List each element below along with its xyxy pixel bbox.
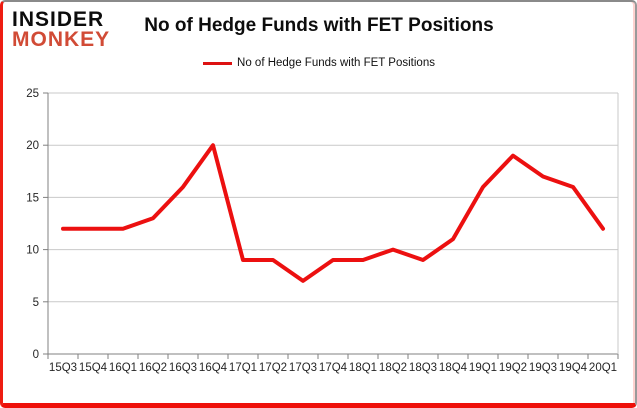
- x-axis-label: 16Q3: [169, 362, 197, 374]
- x-axis-label: 17Q2: [259, 362, 287, 374]
- logo-line-insider: INSIDER: [12, 8, 105, 31]
- x-axis-label: 18Q1: [349, 362, 377, 374]
- insider-monkey-logo: INSIDER MONKEY: [12, 9, 110, 50]
- x-axis-label: 17Q3: [289, 362, 317, 374]
- y-axis-label: 10: [26, 245, 39, 257]
- x-axis-label: 18Q3: [409, 362, 437, 374]
- chart-title: No of Hedge Funds with FET Positions: [144, 15, 494, 36]
- logo-line-monkey: MONKEY: [12, 28, 111, 51]
- y-axis-label: 0: [33, 349, 39, 361]
- y-axis-label: 20: [26, 140, 39, 152]
- x-axis-label: 17Q4: [319, 362, 348, 374]
- x-axis-label: 19Q2: [499, 362, 527, 374]
- x-axis-label: 16Q4: [199, 362, 228, 374]
- y-axis-label: 25: [26, 88, 39, 100]
- y-axis-label: 5: [33, 297, 39, 309]
- x-axis-label: 19Q1: [469, 362, 497, 374]
- x-axis-label: 15Q3: [49, 362, 77, 374]
- x-axis-label: 17Q1: [229, 362, 257, 374]
- x-axis-label: 16Q1: [109, 362, 137, 374]
- series-line: [61, 143, 605, 283]
- x-axis-label: 15Q4: [79, 362, 108, 374]
- x-axis-label: 19Q3: [529, 362, 557, 374]
- legend-label: No of Hedge Funds with FET Positions: [237, 57, 435, 69]
- y-axis-label: 15: [26, 192, 39, 204]
- x-axis-label: 16Q2: [139, 362, 167, 374]
- x-axis-label: 20Q1: [589, 362, 617, 374]
- x-axis-label: 18Q2: [379, 362, 407, 374]
- x-axis-label: 18Q4: [439, 362, 468, 374]
- legend-line-swatch: [203, 61, 233, 65]
- x-axis-label: 19Q4: [559, 362, 588, 374]
- legend: No of Hedge Funds with FET Positions: [3, 57, 635, 69]
